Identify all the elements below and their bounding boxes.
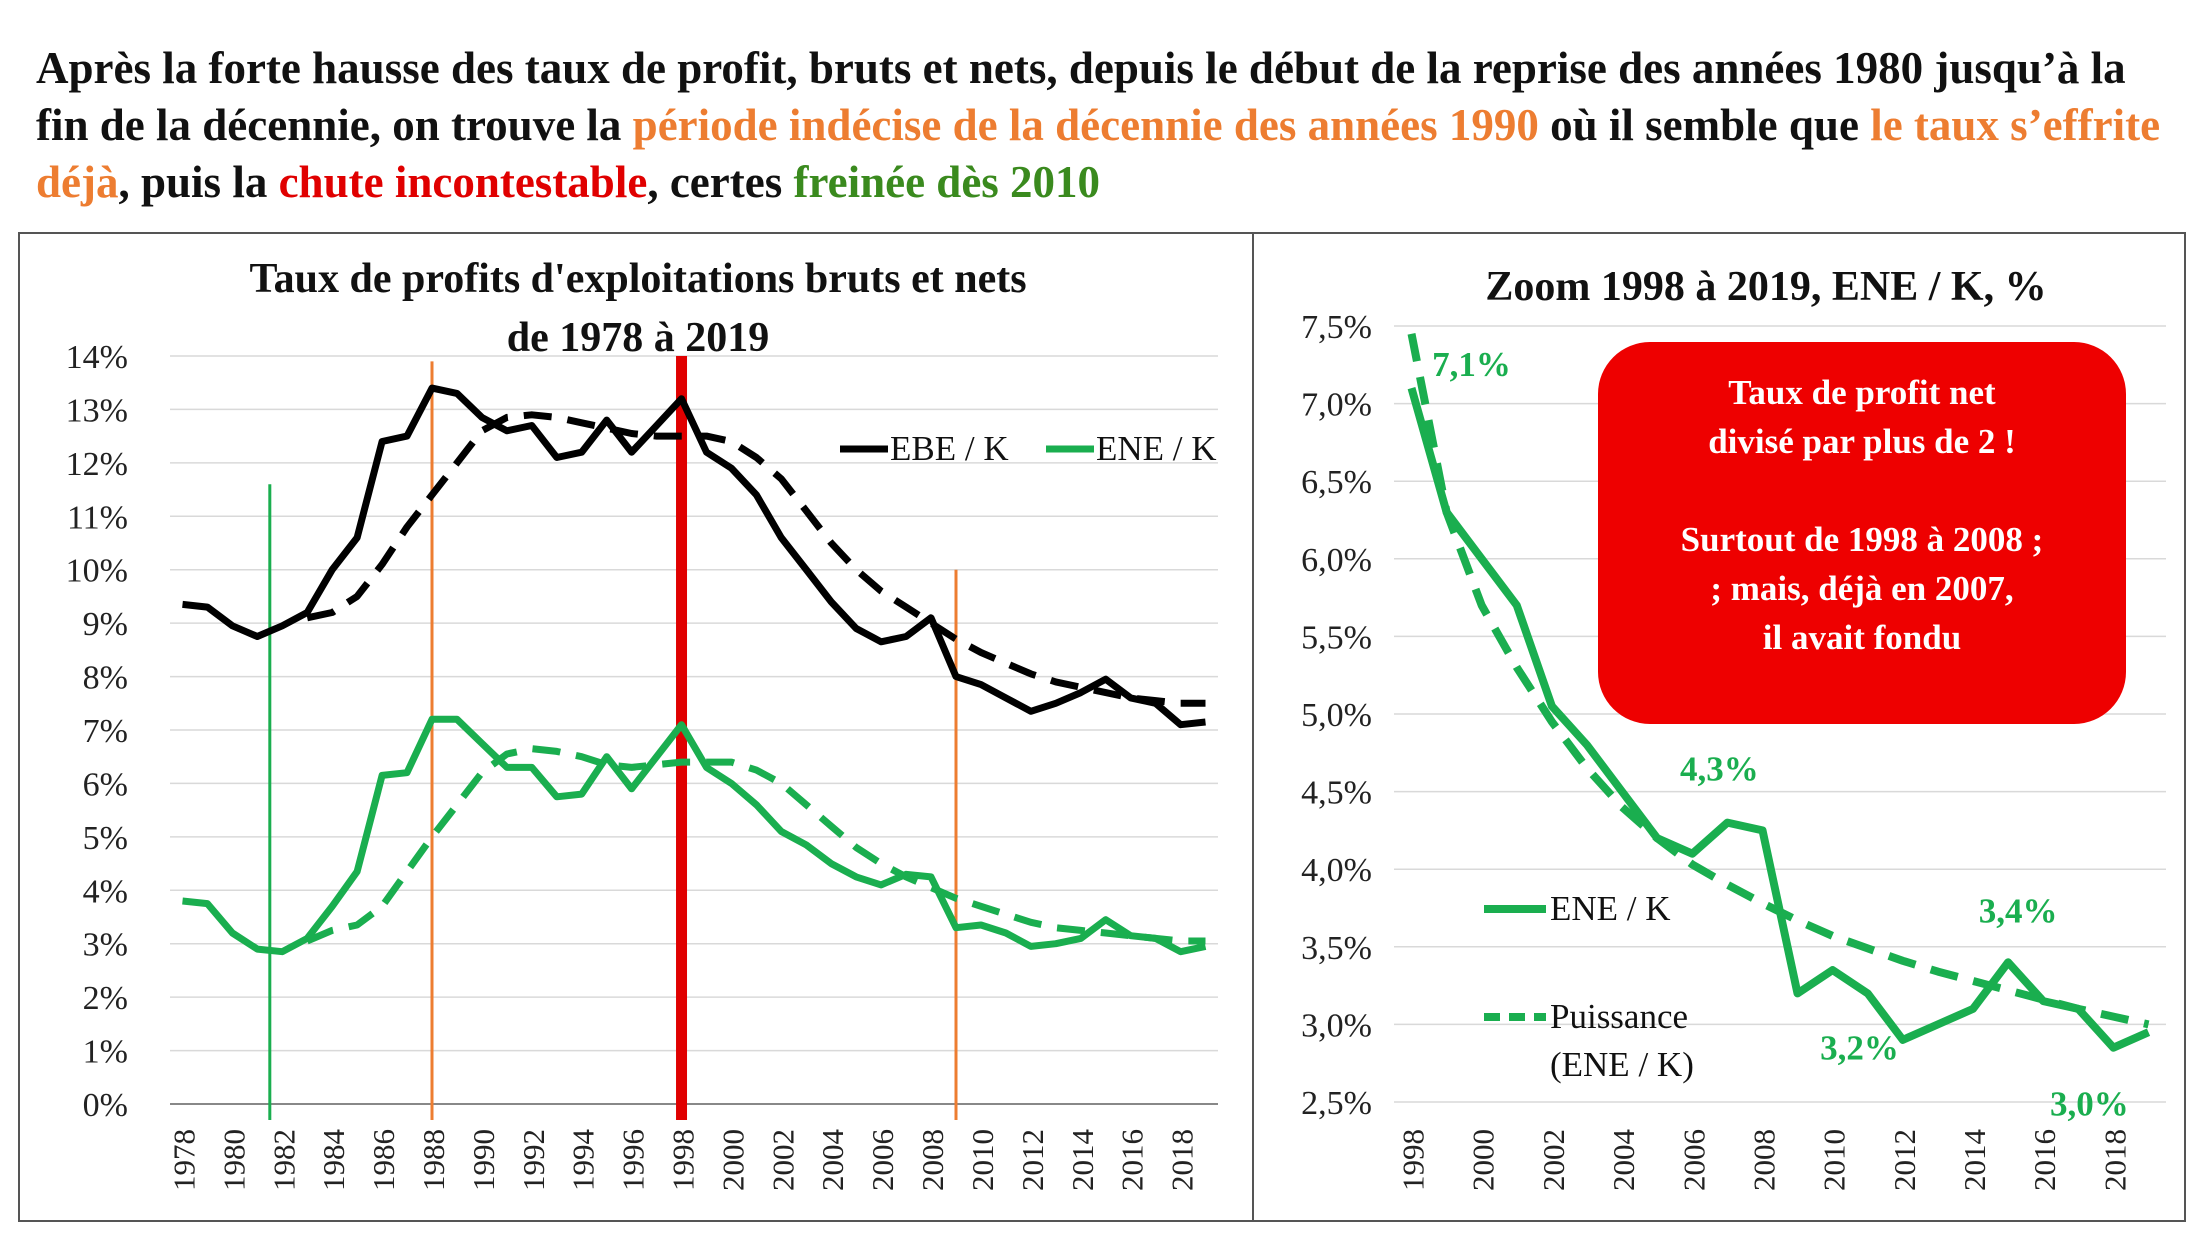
left-x-tick-label: 1994 — [566, 1129, 601, 1192]
left-x-tick-label: 1992 — [516, 1129, 551, 1191]
callout-line-2: divisé par plus de 2 ! — [1708, 422, 2016, 461]
right-y-tick-label: 5,0% — [1301, 697, 1372, 734]
left-x-tick-label: 1986 — [366, 1129, 401, 1191]
left-y-tick-label: 13% — [66, 392, 128, 429]
right-series-line-1 — [1407, 333, 2150, 1029]
left-y-tick-label: 1% — [83, 1034, 128, 1071]
legend-right-ene-label: ENE / K — [1550, 889, 1671, 928]
left-y-tick-label: 9% — [83, 606, 128, 643]
legend-right-power-label-2: (ENE / K) — [1550, 1045, 1694, 1084]
left-series-line-3 — [305, 745, 1206, 945]
callout-line-1: Taux de profit net — [1728, 373, 1996, 412]
left-chart-panel: Taux de profits d'exploitations bruts et… — [18, 232, 1254, 1222]
right-data-label: 7,1% — [1432, 345, 1511, 384]
left-x-tick-label: 1996 — [616, 1129, 651, 1191]
right-y-tick-label: 7,0% — [1301, 387, 1372, 424]
left-x-tick-label: 1978 — [166, 1129, 201, 1191]
left-y-tick-label: 12% — [66, 446, 128, 483]
left-series-line-2 — [182, 715, 1207, 956]
left-y-tick-label: 2% — [83, 980, 128, 1017]
legend-ene-label: ENE / K — [1096, 429, 1217, 468]
right-y-tick-label: 4,0% — [1301, 852, 1372, 889]
left-x-tick-label: 2004 — [815, 1129, 850, 1192]
right-data-label: 3,2% — [1820, 1028, 1899, 1067]
left-y-tick-label: 6% — [83, 766, 128, 803]
left-y-tick-label: 5% — [83, 820, 128, 857]
left-x-tick-label: 1984 — [316, 1129, 351, 1192]
left-y-tick-label: 11% — [67, 499, 128, 536]
callout-line-5: il avait fondu — [1762, 618, 1962, 657]
left-x-tick-label: 2006 — [865, 1129, 900, 1191]
headline-segment-6: , certes — [647, 157, 794, 207]
callout-line-4: ; mais, déjà en 2007, — [1710, 569, 2014, 608]
right-y-tick-label: 7,5% — [1301, 309, 1372, 346]
right-data-label: 3,4% — [1979, 891, 2058, 930]
left-x-tick-label: 2002 — [765, 1129, 800, 1191]
right-chart-title: Zoom 1998 à 2019, ENE / K, % — [1485, 264, 2046, 310]
right-x-tick-label: 2016 — [2027, 1129, 2062, 1191]
right-y-tick-label: 4,5% — [1301, 775, 1372, 812]
headline-segment-3: le taux s’effrite déjà — [36, 100, 2172, 207]
legend-ebe-label: EBE / K — [890, 429, 1009, 468]
left-x-tick-label: 2018 — [1165, 1129, 1200, 1191]
left-y-tick-label: 7% — [83, 713, 128, 750]
right-y-tick-label: 3,5% — [1301, 930, 1372, 967]
headline-segment-1: période indécise de la décennie des anné… — [632, 100, 1539, 150]
right-x-tick-label: 2002 — [1536, 1129, 1571, 1191]
headline-segment-5: chute incontestable — [278, 157, 648, 207]
left-x-tick-label: 1988 — [416, 1129, 451, 1191]
right-x-tick-label: 2006 — [1676, 1129, 1711, 1191]
right-y-tick-label: 3,0% — [1301, 1007, 1372, 1044]
left-x-tick-label: 1998 — [666, 1129, 701, 1191]
left-x-tick-label: 1990 — [466, 1129, 501, 1191]
right-y-tick-label: 6,5% — [1301, 464, 1372, 501]
headline: Après la forte hausse des taux de profit… — [36, 40, 2176, 211]
right-x-tick-label: 1998 — [1396, 1129, 1431, 1191]
left-y-tick-label: 10% — [66, 553, 128, 590]
right-x-tick-label: 2000 — [1466, 1129, 1501, 1191]
right-data-label: 4,3% — [1680, 750, 1759, 789]
right-x-tick-label: 2018 — [2097, 1129, 2132, 1191]
left-x-tick-label: 1980 — [216, 1129, 251, 1191]
right-x-tick-label: 2014 — [1957, 1129, 1992, 1192]
left-chart: Taux de profits d'exploitations bruts et… — [66, 256, 1218, 1192]
right-data-label: 3,0% — [2050, 1085, 2129, 1124]
right-y-tick-label: 6,0% — [1301, 542, 1372, 579]
callout-line-3: Surtout de 1998 à 2008 ; — [1680, 520, 2044, 559]
left-chart-title-line-2: de 1978 à 2019 — [507, 315, 770, 361]
right-y-tick-label: 2,5% — [1301, 1085, 1372, 1122]
right-x-tick-label: 2004 — [1606, 1129, 1641, 1192]
left-series-line-0 — [182, 384, 1206, 729]
legend-right-power-label: Puissance — [1550, 997, 1688, 1036]
headline-segment-0: Après la forte hausse des taux de profit… — [36, 43, 2137, 150]
left-x-tick-label: 2000 — [715, 1129, 750, 1191]
headline-segment-2: où il semble que — [1538, 100, 1871, 150]
left-x-tick-label: 2008 — [915, 1129, 950, 1191]
callout-box: Taux de profit net divisé par plus de 2 … — [1598, 342, 2126, 724]
right-chart-panel: Zoom 1998 à 2019, ENE / K, % 2,5% 3,0% 3,5%… — [1254, 232, 2186, 1222]
left-y-tick-label: 8% — [83, 660, 128, 697]
headline-segment-4: , puis la — [118, 157, 279, 207]
left-x-tick-label: 2016 — [1115, 1129, 1150, 1191]
left-y-tick-label: 0% — [83, 1087, 128, 1124]
left-series-line-1 — [306, 411, 1206, 707]
left-x-tick-label: 2012 — [1015, 1129, 1050, 1191]
right-x-tick-label: 2010 — [1817, 1129, 1852, 1191]
right-x-tick-label: 2012 — [1887, 1129, 1922, 1191]
right-x-tick-label: 2008 — [1746, 1129, 1781, 1191]
left-y-tick-label: 3% — [83, 927, 128, 964]
right-y-tick-label: 5,5% — [1301, 619, 1372, 656]
left-chart-title-line-1: Taux de profits d'exploitations bruts et… — [249, 256, 1026, 302]
headline-segment-7: freinée dès 2010 — [793, 157, 1101, 207]
left-x-tick-label: 1982 — [266, 1129, 301, 1191]
left-x-tick-label: 2014 — [1065, 1129, 1100, 1192]
left-x-tick-label: 2010 — [965, 1129, 1000, 1191]
left-y-tick-label: 14% — [66, 339, 128, 376]
left-y-tick-label: 4% — [83, 873, 128, 910]
